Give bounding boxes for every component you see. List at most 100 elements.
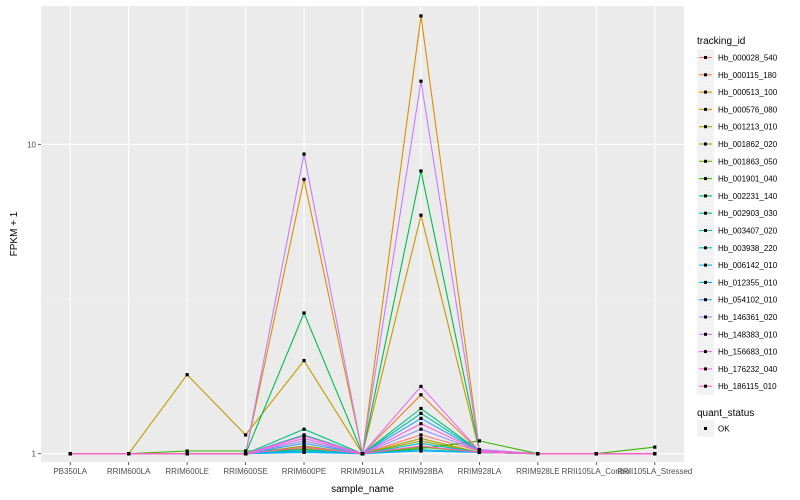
legend-key-point	[704, 427, 707, 430]
legend-label: Hb_001862_020	[718, 140, 778, 149]
x-tick-label: RRIM928LE	[516, 467, 560, 476]
data-point	[419, 393, 423, 397]
legend-label: Hb_000576_080	[718, 105, 778, 114]
data-point	[477, 439, 482, 443]
data-point	[68, 452, 72, 456]
legend-key-point	[704, 177, 707, 181]
x-tick-label: RRII105LA_Stressed	[617, 467, 692, 476]
legend-item-hb-156683-010: Hb_156683_010	[697, 343, 778, 361]
data-point	[419, 444, 423, 448]
data-point	[302, 434, 306, 438]
data-point	[594, 452, 598, 456]
legend-label: Hb_176232_040	[718, 365, 778, 374]
x-tick-label: RRIM600SE	[223, 467, 267, 476]
legend-key-point	[704, 107, 707, 111]
data-points	[68, 14, 657, 456]
legend-label: Hb_012355_010	[718, 278, 778, 287]
legend-shape-entries: OK	[697, 420, 730, 437]
data-point	[302, 311, 306, 315]
x-tick-label: RRIM600LE	[165, 467, 209, 476]
legend-key-point	[704, 159, 707, 163]
legend-item-hb-176232-040: Hb_176232_040	[697, 360, 778, 378]
legend: tracking_id Hb_000028_540 Hb_000115_180 Hb…	[697, 36, 778, 437]
legend-item-hb-001863-050: Hb_001863_050	[697, 152, 778, 170]
data-point	[653, 445, 657, 449]
legend-item-hb-003407-020: Hb_003407_020	[697, 222, 778, 239]
data-point	[127, 452, 131, 456]
legend-item-hb-006142-010: Hb_006142_010	[697, 256, 778, 274]
legend-item-hb-000576-080: Hb_000576_080	[697, 100, 778, 118]
data-point	[536, 452, 540, 456]
data-point	[185, 373, 189, 377]
legend-label: OK	[718, 425, 730, 434]
legend-item-hb-002231-140: Hb_002231_140	[697, 187, 778, 205]
data-point	[302, 358, 306, 363]
legend-key-point	[704, 298, 707, 302]
legend-label: Hb_003407_020	[718, 227, 778, 236]
legend-item-hb-186115-010: Hb_186115_010	[697, 377, 777, 395]
x-tick-label: RRIM600LA	[107, 467, 151, 476]
legend-key-point	[704, 56, 707, 59]
data-point	[302, 439, 306, 443]
data-point	[302, 445, 306, 449]
legend-title-tracking-id: tracking_id	[697, 36, 745, 47]
legend-key-point	[704, 142, 707, 146]
legend-item-hb-001901-040: Hb_001901_040	[697, 170, 778, 188]
data-point	[477, 450, 482, 454]
legend-key-point	[704, 229, 707, 232]
data-point	[360, 452, 365, 456]
data-point	[419, 213, 423, 217]
legend-label: Hb_000028_540	[718, 54, 778, 63]
data-point	[419, 439, 423, 443]
data-point	[243, 433, 248, 437]
data-point	[419, 416, 423, 421]
data-point	[419, 433, 423, 437]
legend-item-hb-001213-010: Hb_001213_010	[697, 118, 778, 136]
legend-item-hb-000513-100: Hb_000513_100	[697, 83, 778, 101]
legend-label: Hb_003938_220	[718, 244, 778, 253]
data-point	[419, 427, 423, 431]
data-point	[302, 427, 306, 431]
legend-label: Hb_156683_010	[718, 348, 778, 357]
x-tick-label: RRIM928BA	[399, 467, 444, 476]
data-point	[419, 411, 423, 415]
legend-item-hb-000028-540: Hb_000028_540	[697, 49, 778, 66]
legend-item-hb-003938-220: Hb_003938_220	[697, 239, 778, 257]
legend-label: Hb_148383_010	[718, 330, 778, 339]
legend-key-point	[704, 367, 707, 371]
legend-key-point	[704, 211, 707, 215]
legend-item-hb-002903-030: Hb_002903_030	[697, 204, 778, 222]
y-axis-ticks: 1 10	[27, 140, 41, 459]
data-point	[185, 449, 189, 453]
x-tick-label: RRIM600PE	[282, 467, 326, 476]
data-point	[302, 152, 306, 156]
data-point	[419, 422, 423, 426]
x-axis-title: sample_name	[331, 484, 394, 495]
data-point	[419, 169, 423, 173]
legend-item-hb-054102-010: Hb_054102_010	[697, 291, 778, 309]
x-tick-label: RRIM928LA	[458, 467, 502, 476]
legend-label: Hb_000115_180	[718, 71, 777, 80]
x-tick-label: PB350LA	[53, 467, 87, 476]
data-point	[302, 450, 306, 454]
legend-key-point	[704, 384, 707, 388]
legend-label: Hb_002231_140	[718, 192, 778, 201]
data-point	[419, 406, 423, 411]
legend-title-quant-status: quant_status	[697, 408, 754, 419]
legend-key-point	[704, 125, 707, 129]
legend-key-point	[704, 350, 707, 354]
data-point	[419, 449, 423, 453]
legend-label: Hb_002903_030	[718, 209, 778, 218]
x-axis-ticks: PB350LA RRIM600LA RRIM600LE RRIM600SE RRIM60…	[53, 462, 692, 476]
legend-label: Hb_006142_010	[718, 261, 778, 270]
data-point	[243, 452, 248, 456]
x-tick-label: RRII105LA_Control	[562, 467, 632, 476]
legend-label: Hb_001901_040	[718, 175, 778, 184]
data-point	[419, 441, 423, 445]
legend-key-point	[704, 280, 707, 284]
legend-label: Hb_146361_020	[718, 313, 778, 322]
data-point	[653, 452, 657, 456]
data-point	[419, 384, 423, 389]
legend-label: Hb_186115_010	[718, 382, 777, 391]
